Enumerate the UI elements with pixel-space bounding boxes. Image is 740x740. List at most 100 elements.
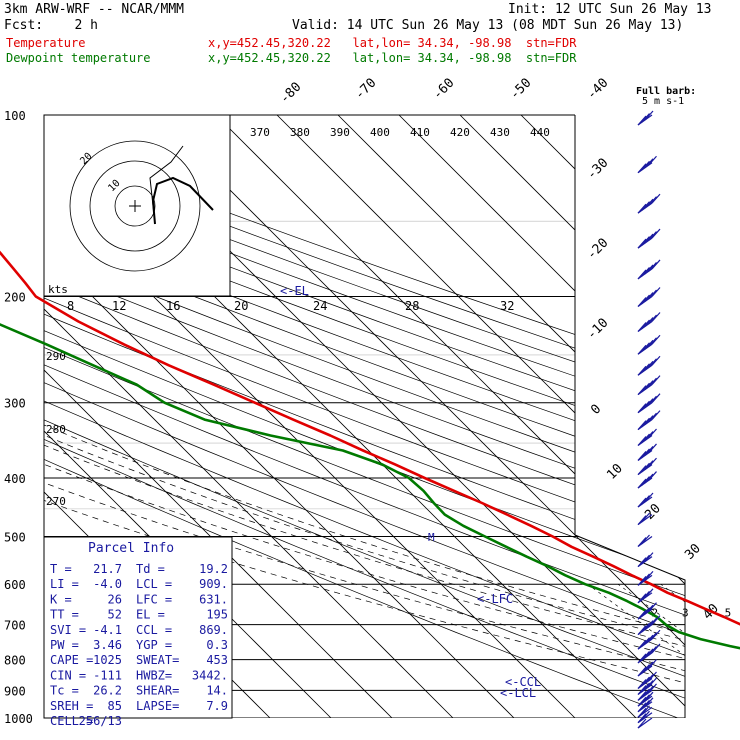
wind-barb-flag: [644, 686, 654, 696]
pressure-label: 500: [4, 530, 26, 544]
wind-barb: [637, 615, 661, 636]
wind-barb-flag: [641, 664, 650, 674]
dry-adiabat: [44, 115, 685, 718]
valid-time: Valid: 14 UTC Sun 26 May 13 (08 MDT Sun …: [292, 18, 684, 33]
wind-barb: [637, 683, 657, 701]
barb-legend-units: 5 m s-1: [642, 96, 684, 107]
wind-barb-flag: [641, 400, 650, 411]
wind-barb-flag: [637, 465, 647, 476]
pressure-label: 700: [4, 619, 26, 633]
hodograph-kts-label: kts: [48, 283, 68, 296]
isotherm-label: -20: [584, 236, 611, 263]
parcel-info-box: [43, 536, 233, 719]
temperature-profile: [0, 250, 740, 626]
index-value: 3.46: [93, 638, 122, 652]
index-name: CELL =: [50, 714, 93, 728]
temperature-location: x,y=452.45,320.22 lat,lon= 34.34, -98.98…: [208, 36, 577, 50]
theta-label: 430: [490, 126, 510, 139]
dry-adiabat: [44, 115, 685, 718]
wind-barb-flag: [648, 395, 657, 406]
hodograph-ring: [114, 185, 156, 227]
wind-barb: [637, 588, 654, 604]
parcel-info-title: Parcel Info: [88, 541, 174, 556]
index-name: CAPE =: [50, 653, 93, 667]
wind-barb-flag: [637, 163, 647, 174]
wind-barb-flag: [651, 355, 661, 366]
dry-adiabat: [44, 115, 685, 718]
index-value: 256/13: [79, 714, 122, 728]
wind-barb-flag: [637, 297, 647, 307]
index-value: 453: [206, 653, 228, 667]
dry-adiabat: [44, 115, 685, 718]
pressure-label: 100: [4, 109, 26, 123]
mixing-ratio-line: [697, 584, 740, 718]
wind-barb-flag: [641, 433, 650, 444]
pressure-label: 400: [4, 472, 26, 486]
wind-barb-flag: [637, 593, 647, 604]
wind-barb: [637, 410, 661, 431]
wind-barb-flag: [651, 393, 661, 404]
wind-barb-flag: [641, 651, 650, 661]
wind-barb-flag: [641, 637, 650, 648]
isotherm-line: [44, 115, 454, 718]
index-value: 909.: [199, 577, 228, 591]
wind-barb-flag: [641, 236, 650, 246]
wind-barb-flag: [641, 688, 650, 699]
isotherm-line: [337, 115, 685, 718]
index-value: 52: [108, 608, 122, 622]
dry-adiabat: [44, 115, 685, 718]
isotherm-line: [215, 115, 685, 718]
wind-barb-flag: [648, 646, 657, 656]
wind-barb: [637, 705, 653, 718]
wind-barb-flag: [651, 228, 661, 239]
wind-barb-flag: [648, 617, 657, 628]
dry-adiabat: [44, 115, 685, 718]
index-name: HWBZ=: [136, 668, 172, 682]
isotherm-label: 0: [588, 402, 604, 418]
index-value: 19.2: [199, 562, 228, 576]
wind-barb-flag: [648, 289, 657, 300]
isotherm-line: [459, 115, 685, 718]
wind-barb-flag: [644, 680, 654, 690]
wind-barb: [637, 629, 661, 650]
wind-barb-flag: [648, 457, 657, 468]
index-name: SVI =: [50, 623, 86, 637]
moist-adiabat: [44, 296, 685, 718]
wind-barb-flag: [637, 115, 647, 126]
wind-barb-flag: [637, 575, 647, 586]
wind-barb-flag: [644, 415, 654, 426]
wind-barb-flag: [648, 428, 657, 439]
wind-barb-flag: [641, 682, 650, 693]
index-value: 631.: [199, 592, 228, 606]
wind-barb-flag: [644, 292, 654, 302]
index-value: 85: [108, 699, 122, 713]
wind-barb-flag: [641, 705, 650, 716]
wind-barb-staff: [637, 706, 653, 718]
isotherm-label: -40: [584, 76, 611, 103]
dry-adiabat: [44, 115, 685, 718]
wind-barb-flag: [648, 412, 657, 423]
wind-barb: [637, 512, 653, 526]
lfc-mark: <-LFC: [477, 592, 513, 606]
wind-barb-flag: [644, 380, 654, 391]
wind-barb-flag: [644, 339, 654, 350]
wind-barb-flag: [641, 476, 650, 486]
wind-barb: [637, 428, 657, 446]
wind-barb-flag: [641, 448, 650, 459]
wind-barb-flag: [644, 473, 654, 484]
dry-adiabat: [44, 115, 685, 718]
wind-barb: [637, 375, 661, 396]
wind-barb-flag: [651, 287, 661, 297]
wind-barb-flag: [651, 615, 661, 625]
theta-label: 270: [46, 495, 66, 508]
wind-barb-flag: [648, 155, 657, 166]
wind-barb-flag: [641, 294, 650, 305]
pressure-label: 900: [4, 684, 26, 698]
wind-barb-flag: [644, 674, 654, 684]
forecast-hour: Fcst: 2 h: [4, 18, 98, 33]
wind-barb-flag: [644, 648, 654, 659]
wind-barb-flag: [644, 460, 654, 471]
temperature-legend: Temperature: [6, 36, 86, 50]
wind-barb-flag: [641, 554, 650, 565]
wind-barb-flag: [644, 570, 654, 581]
